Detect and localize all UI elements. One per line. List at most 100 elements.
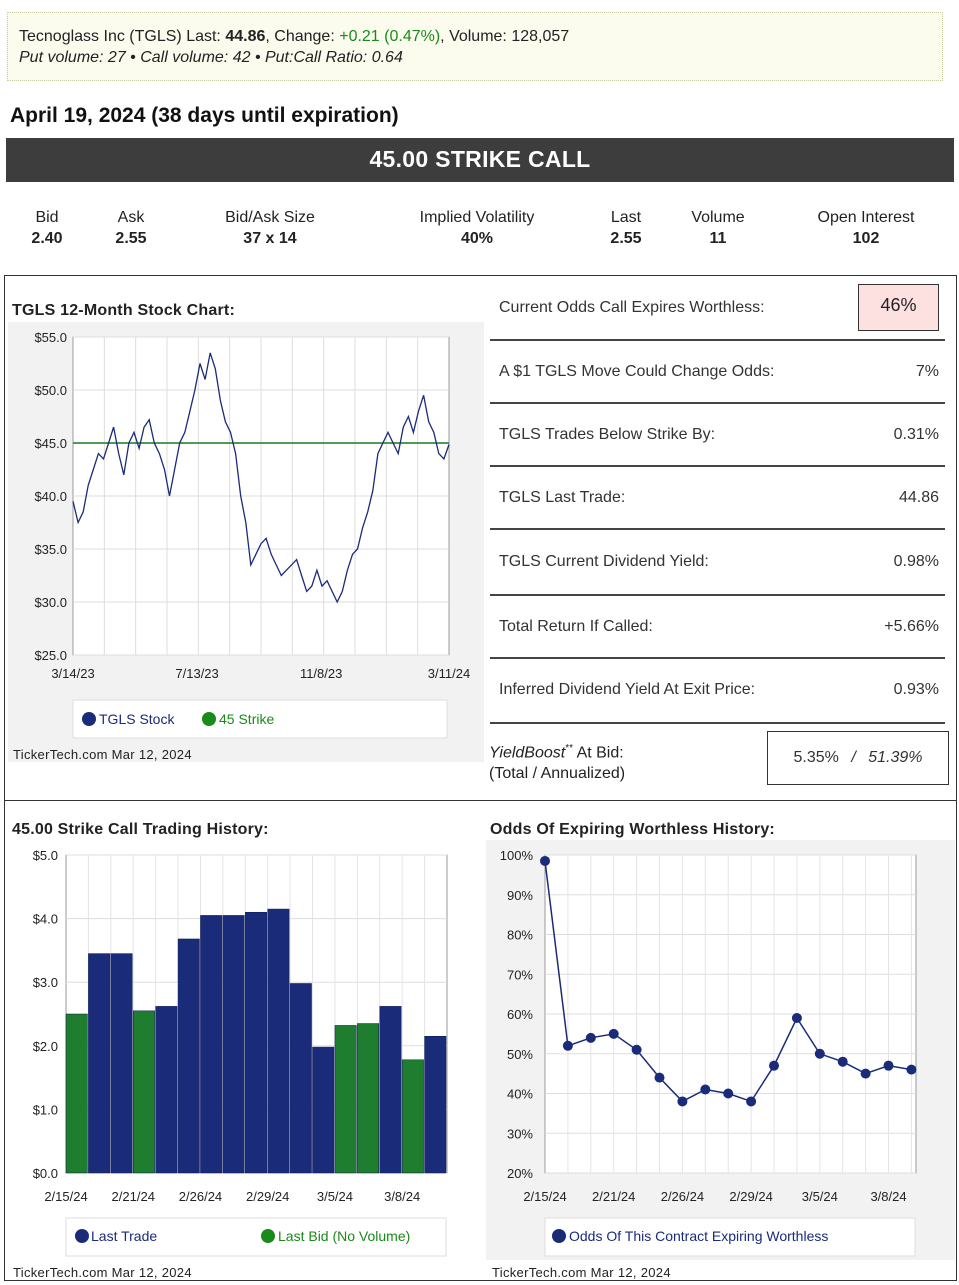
yieldboost-annualized: 51.39% — [868, 749, 923, 766]
odds-point — [883, 1060, 894, 1071]
legend-dot-stock — [82, 712, 96, 726]
odds-point — [906, 1064, 917, 1075]
stock-chart-footer: TickerTech.com Mar 12, 2024 — [13, 747, 192, 762]
bar-last-bid — [401, 1059, 424, 1174]
quote-bid-ask-size: Bid/Ask Size 37 x 14 — [200, 207, 340, 249]
y-tick-label: $35.0 — [34, 542, 67, 557]
y-tick-label: $4.0 — [33, 912, 58, 927]
quote-label: Volume — [691, 209, 745, 226]
odds-point — [631, 1044, 642, 1055]
quote-label: Open Interest — [817, 209, 915, 226]
quote-header: Tecnoglass Inc (TGLS) Last: 44.86, Chang… — [7, 12, 943, 81]
legend-label-strike: 45 Strike — [219, 711, 274, 727]
quote-label: Bid/Ask Size — [225, 209, 315, 226]
y-tick-label: 100% — [500, 848, 534, 863]
bar-last-trade — [88, 953, 111, 1174]
x-tick-label: 7/13/23 — [175, 666, 218, 681]
yieldboost-sub: (Total / Annualized) — [489, 765, 626, 783]
quote-value: 2.55 — [610, 230, 642, 247]
expiration-title: April 19, 2024 (38 days until expiration… — [10, 104, 399, 127]
stat-row-total-return: Total Return If Called: +5.66% — [490, 596, 945, 659]
odds-point — [677, 1096, 688, 1107]
quote-value: 40% — [460, 230, 494, 247]
y-tick-label: $1.0 — [33, 1102, 58, 1117]
stat-value: 0.98% — [893, 553, 939, 570]
strike-title-bar: 45.00 STRIKE CALL — [6, 138, 954, 182]
bar-last-trade — [177, 938, 200, 1174]
stat-label: Current Odds Call Expires Worthless: — [499, 299, 765, 316]
x-tick-label: 2/15/24 — [44, 1189, 87, 1204]
y-tick-label: 50% — [507, 1047, 533, 1062]
x-tick-label: 2/29/24 — [729, 1189, 772, 1204]
x-tick-label: 3/11/24 — [428, 666, 470, 681]
volume-value: 128,057 — [511, 28, 570, 45]
odds-point — [608, 1028, 619, 1039]
stat-value: 7% — [915, 363, 939, 380]
bar-last-trade — [155, 1006, 178, 1174]
odds-point — [654, 1072, 665, 1083]
x-tick-label: 11/8/23 — [300, 666, 342, 681]
x-tick-label: 2/26/24 — [179, 1189, 222, 1204]
quote-value: 11 — [709, 230, 727, 247]
stock-chart: $55.0 $50.0 $45.0 $40.0 $35.0 $30.0 $25.0 3/14/… — [8, 322, 484, 762]
stat-label: Inferred Dividend Yield At Exit Price: — [499, 681, 756, 698]
quote-last: Last 2.55 — [596, 207, 656, 249]
x-tick-label: 3/8/24 — [870, 1189, 906, 1204]
legend-box — [72, 699, 448, 739]
volume-label: , Volume: — [440, 28, 507, 45]
odds-history-chart: 100% 90% 80% 70% 60% 50% 40% 30% 20% 2/15/24 2/21/… — [486, 840, 955, 1260]
quote-label: Implied Volatility — [419, 209, 535, 226]
quote-label: Bid — [35, 209, 59, 226]
legend-box — [544, 1217, 916, 1257]
odds-point — [837, 1056, 848, 1067]
bar-last-trade — [222, 915, 245, 1174]
y-tick-label: $55.0 — [34, 330, 67, 345]
y-tick-label: $30.0 — [34, 595, 67, 610]
bar-last-bid — [357, 1023, 380, 1174]
y-tick-label: 90% — [507, 888, 533, 903]
bar-last-trade — [245, 911, 267, 1174]
main-frame — [4, 275, 957, 1281]
trading-history-chart: $5.0 $4.0 $3.0 $2.0 $1.0 $0.0 2/15/24 2/21/24 2/… — [33, 848, 448, 1257]
yieldboost-name: YieldBoost — [489, 744, 566, 762]
legend-dot-last-trade — [75, 1229, 89, 1243]
stock-price-line — [72, 352, 450, 604]
quote-value: 102 — [852, 230, 880, 247]
quote-value: 37 x 14 — [243, 230, 297, 247]
quote-implied-volatility: Implied Volatility 40% — [398, 207, 556, 249]
x-tick-label: 3/5/24 — [802, 1189, 838, 1204]
legend-dot-odds — [552, 1229, 566, 1243]
bar-last-bid — [334, 1025, 357, 1174]
y-tick-label: $50.0 — [34, 383, 67, 398]
odds-worthless-badge: 46% — [858, 284, 939, 331]
x-tick-label: 2/21/24 — [592, 1189, 635, 1204]
quote-label: Last — [610, 209, 642, 226]
quote-bid: Bid 2.40 — [18, 207, 76, 249]
odds-point — [791, 1012, 802, 1023]
stat-row-below-strike: TGLS Trades Below Strike By: 0.31% — [490, 404, 945, 467]
stat-label: A $1 TGLS Move Could Change Odds: — [499, 363, 775, 380]
change-label: , Change: — [265, 28, 335, 45]
x-tick-label: 3/5/24 — [317, 1189, 353, 1204]
x-tick-label: 3/14/23 — [51, 666, 94, 681]
odds-history-footer: TickerTech.com Mar 12, 2024 — [492, 1265, 671, 1280]
bar-last-trade — [424, 1036, 447, 1174]
legend-dot-strike — [202, 712, 216, 726]
y-tick-label: $25.0 — [34, 648, 67, 663]
quote-value: 2.40 — [31, 230, 63, 247]
y-tick-label: 20% — [507, 1166, 533, 1181]
bar-last-bid — [65, 1013, 88, 1174]
bar-last-trade — [110, 953, 133, 1174]
bar-last-trade — [312, 1046, 335, 1174]
last-label: Last: — [186, 28, 221, 45]
quote-volume: Volume 11 — [676, 207, 760, 249]
last-value: 44.86 — [225, 28, 266, 45]
yieldboost-sep: / — [851, 749, 856, 766]
y-tick-label: $5.0 — [33, 848, 58, 863]
stat-row-dividend: TGLS Current Dividend Yield: 0.98% — [490, 530, 945, 596]
odds-point — [814, 1048, 825, 1059]
stat-value: 44.86 — [898, 489, 939, 506]
y-tick-label: 40% — [507, 1087, 533, 1102]
legend-box — [65, 1217, 447, 1257]
legend-label-last-trade: Last Trade — [91, 1228, 157, 1244]
